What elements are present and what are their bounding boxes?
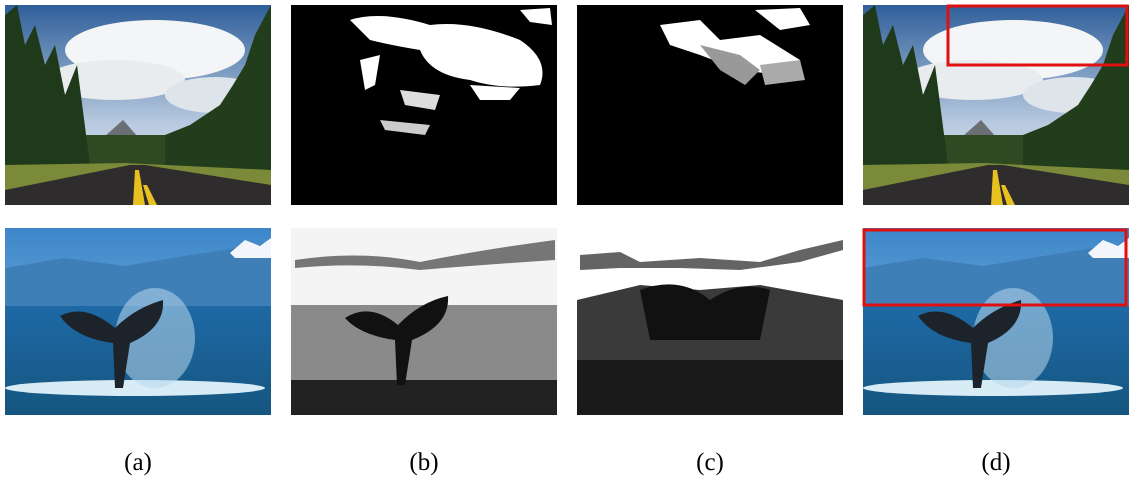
mask-b [291,228,557,415]
result-image [863,5,1129,205]
panel-label: (a) [124,449,152,476]
panel-label: (d) [981,449,1010,476]
input-image [5,5,271,205]
panel-label: (c) [696,449,724,476]
result-image [863,228,1129,415]
image-region [291,380,557,415]
page: (a) (b) (c) (d) (() => { const data = JS… [0,0,1129,485]
figure: (a) (b) (c) (d) [0,0,1129,485]
input-image [5,228,271,415]
mask-b [291,5,557,205]
mask-c [577,228,843,415]
panel-label: (b) [409,449,438,476]
mask-c [577,5,843,205]
